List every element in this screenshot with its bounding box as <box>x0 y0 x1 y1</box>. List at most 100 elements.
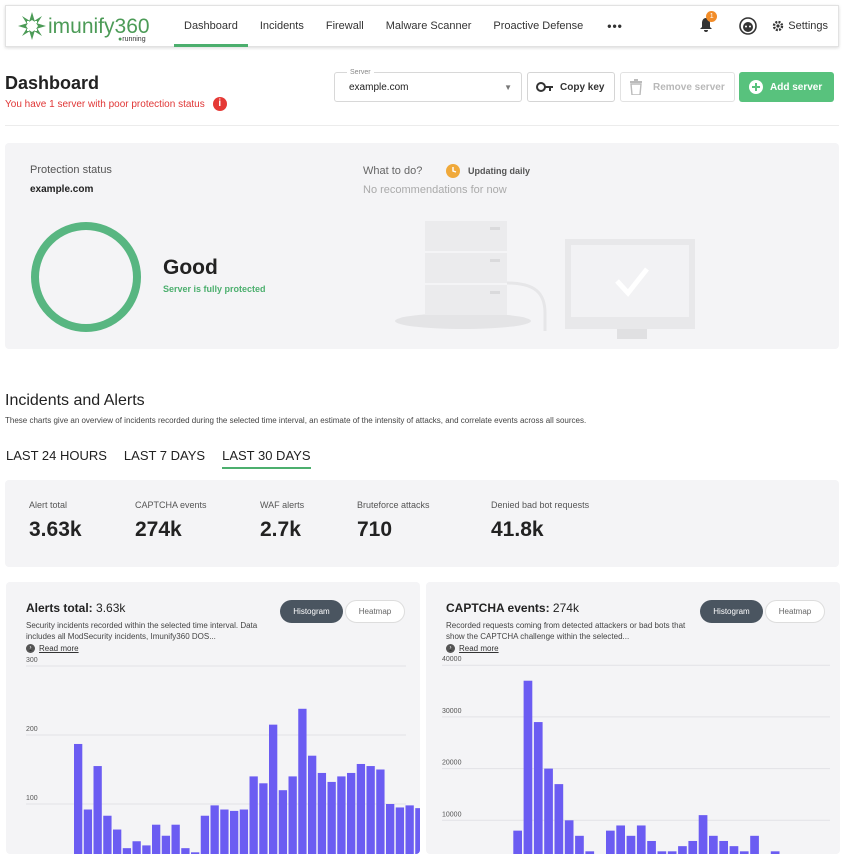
histogram-bar[interactable] <box>230 810 239 854</box>
histogram-bar[interactable] <box>220 809 229 854</box>
stat-label: Alert total <box>29 500 68 510</box>
histogram-bar[interactable] <box>337 776 346 854</box>
protection-status-detail: Server is fully protected <box>163 284 266 294</box>
histogram-bar[interactable] <box>606 830 615 854</box>
histogram-bar[interactable] <box>513 830 522 854</box>
histogram-bar[interactable] <box>366 766 375 854</box>
histogram-bar[interactable] <box>554 784 564 854</box>
heatmap-toggle[interactable]: Heatmap <box>345 600 405 623</box>
histogram-bar[interactable] <box>729 846 739 854</box>
heatmap-toggle[interactable]: Heatmap <box>765 600 825 623</box>
histogram-bar[interactable] <box>575 835 584 854</box>
tab-last-7-days[interactable]: LAST 7 DAYS <box>123 448 206 463</box>
histogram-bar[interactable] <box>259 783 268 854</box>
histogram-bar[interactable] <box>113 829 122 854</box>
histogram-bar[interactable] <box>698 815 708 854</box>
histogram-bar[interactable] <box>523 680 533 854</box>
histogram-bar[interactable] <box>181 848 190 854</box>
imunify-logo-icon <box>18 12 46 40</box>
histogram-bar[interactable] <box>249 776 258 854</box>
histogram-bar[interactable] <box>636 825 646 854</box>
histogram-bar[interactable] <box>269 724 278 854</box>
histogram-bar[interactable] <box>564 820 574 854</box>
read-more-link[interactable]: › Read more <box>26 644 79 653</box>
histogram-bar[interactable] <box>142 845 151 854</box>
histogram-bar[interactable] <box>356 763 366 854</box>
histogram-bar[interactable] <box>395 807 405 854</box>
histogram-bar[interactable] <box>626 835 636 854</box>
card-description: Recorded requests coming from detected a… <box>446 621 686 641</box>
nav-firewall[interactable]: Firewall <box>325 20 364 32</box>
histogram-bar[interactable] <box>386 804 395 854</box>
histogram-bar[interactable] <box>317 772 327 854</box>
histogram-toggle[interactable]: Histogram <box>280 600 343 623</box>
remove-server-button[interactable]: Remove server <box>620 72 735 102</box>
histogram-bar[interactable] <box>298 708 307 854</box>
histogram-bar[interactable] <box>347 772 356 854</box>
copy-key-button[interactable]: Copy key <box>527 72 615 102</box>
histogram-bar[interactable] <box>405 805 414 854</box>
histogram-bar[interactable] <box>585 851 595 854</box>
support-agent-icon[interactable] <box>738 16 758 36</box>
histogram-bar[interactable] <box>327 781 336 854</box>
settings-button[interactable]: Settings <box>772 20 828 32</box>
histogram-bar[interactable] <box>161 835 171 854</box>
histogram-bar[interactable] <box>678 846 687 854</box>
y-tick-label: 200 <box>26 726 38 733</box>
histogram-bar[interactable] <box>657 851 667 854</box>
add-server-button[interactable]: Add server <box>739 72 834 102</box>
histogram-bar[interactable] <box>376 769 385 854</box>
histogram-bar[interactable] <box>122 848 132 854</box>
histogram-bar[interactable] <box>415 808 420 854</box>
nav-dashboard[interactable]: Dashboard <box>174 5 248 47</box>
histogram-bar[interactable] <box>709 835 718 854</box>
nav-incidents[interactable]: Incidents <box>259 20 304 32</box>
card-title-value: 3.63k <box>96 601 126 615</box>
histogram-bar[interactable] <box>308 755 317 854</box>
histogram-bar[interactable] <box>750 835 759 854</box>
nav-proactive-defense[interactable]: Proactive Defense <box>493 20 584 32</box>
stat-captcha-events: CAPTCHA events 274k <box>135 500 207 542</box>
histogram-toggle[interactable]: Histogram <box>700 600 763 623</box>
nav-malware-scanner[interactable]: Malware Scanner <box>385 20 472 32</box>
histogram-bar[interactable] <box>83 809 93 854</box>
histogram-bar[interactable] <box>719 840 728 854</box>
histogram-bar[interactable] <box>152 824 161 854</box>
histogram-bar[interactable] <box>191 852 200 854</box>
histogram-bar[interactable] <box>770 851 780 854</box>
notifications-button[interactable]: 1 <box>698 11 718 35</box>
server-select[interactable]: Server example.com ▼ <box>334 69 522 102</box>
histogram-bar[interactable] <box>239 809 249 854</box>
histogram-bar[interactable] <box>533 722 543 854</box>
histogram-bar[interactable] <box>647 840 656 854</box>
brand-status: ●running <box>118 36 146 43</box>
histogram-bar[interactable] <box>616 825 625 854</box>
read-more-link[interactable]: › Read more <box>446 644 499 653</box>
tab-last-24-hours[interactable]: LAST 24 HOURS <box>6 448 107 463</box>
captcha-events-card: 10000 20000 30000 40000 CAPTCHA events: 274… <box>426 582 840 854</box>
histogram-bar[interactable] <box>74 743 83 854</box>
histogram-bar[interactable] <box>200 815 210 854</box>
histogram-bar[interactable] <box>171 824 180 854</box>
stat-denied-bad-bots: Denied bad bot requests 41.8k <box>491 500 589 542</box>
histogram-bar[interactable] <box>93 766 102 854</box>
histogram-bar[interactable] <box>210 805 219 854</box>
histogram-bar[interactable] <box>132 841 141 854</box>
nav-more-button[interactable]: ••• <box>607 19 623 33</box>
chevron-right-icon: › <box>446 644 455 653</box>
tab-last-30-days[interactable]: LAST 30 DAYS <box>222 448 311 469</box>
histogram-bar[interactable] <box>667 851 677 854</box>
remove-server-label: Remove server <box>653 81 725 93</box>
copy-key-label: Copy key <box>560 81 605 93</box>
brand-logo[interactable]: imunify360 ●running <box>16 10 174 43</box>
histogram-bar[interactable] <box>288 776 297 854</box>
alert-info-icon[interactable]: i <box>212 97 227 111</box>
key-icon <box>536 82 553 92</box>
histogram-bar[interactable] <box>688 840 698 854</box>
brand-name: imunify360 <box>48 14 150 38</box>
histogram-bar[interactable] <box>544 768 553 854</box>
histogram-bar[interactable] <box>739 851 749 854</box>
histogram-bar[interactable] <box>278 790 288 854</box>
page-title: Dashboard <box>5 73 100 93</box>
histogram-bar[interactable] <box>103 815 112 854</box>
